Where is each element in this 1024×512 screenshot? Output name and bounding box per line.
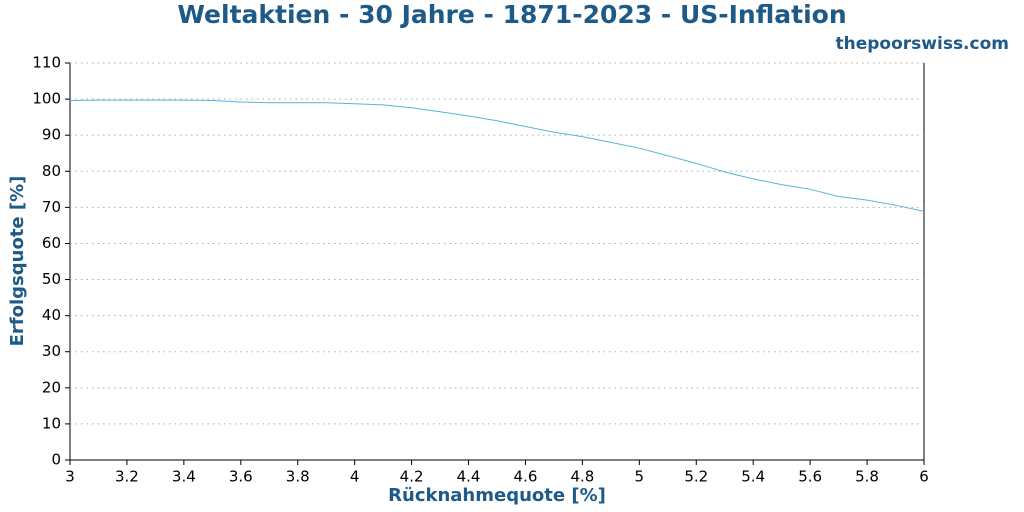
- chart-subtitle: thepoorswiss.com: [836, 34, 1010, 54]
- y-tick-label: 80: [42, 162, 61, 180]
- y-tick-label: 0: [51, 451, 61, 469]
- x-tick-label: 5.4: [741, 468, 765, 486]
- y-tick-label: 90: [42, 126, 61, 144]
- x-tick-label: 4.2: [400, 468, 424, 486]
- x-tick-label: 4.4: [457, 468, 481, 486]
- y-tick-label: 50: [42, 270, 61, 288]
- x-tick-label: 3.6: [229, 468, 253, 486]
- x-tick-label: 5.6: [798, 468, 822, 486]
- chart-title: Weltaktien - 30 Jahre - 1871-2023 - US-I…: [177, 0, 846, 29]
- x-tick-label: 3: [65, 468, 75, 486]
- y-tick-label: 10: [42, 414, 61, 432]
- x-tick-label: 3.8: [286, 468, 310, 486]
- series-line: [69, 99, 925, 212]
- y-tick-label: 40: [42, 306, 61, 324]
- x-tick-label: 5.2: [684, 468, 708, 486]
- y-tick-label: 70: [42, 198, 61, 216]
- y-axis-label: Erfolgsquote [%]: [7, 176, 28, 347]
- x-tick-label: 3.4: [172, 468, 196, 486]
- y-tick-label: 100: [32, 90, 61, 108]
- x-tick-label: 4: [350, 468, 360, 486]
- x-tick-label: 5.8: [855, 468, 879, 486]
- x-tick-label: 4.8: [570, 468, 594, 486]
- y-tick-label: 110: [32, 54, 61, 72]
- x-tick-label: 4.6: [514, 468, 538, 486]
- x-axis-label: Rücknahmequote [%]: [388, 485, 606, 506]
- y-tick-label: 30: [42, 342, 61, 360]
- x-tick-label: 3.2: [115, 468, 139, 486]
- x-tick-label: 6: [919, 468, 929, 486]
- y-tick-label: 20: [42, 378, 61, 396]
- x-tick-label: 5: [635, 468, 645, 486]
- y-tick-label: 60: [42, 234, 61, 252]
